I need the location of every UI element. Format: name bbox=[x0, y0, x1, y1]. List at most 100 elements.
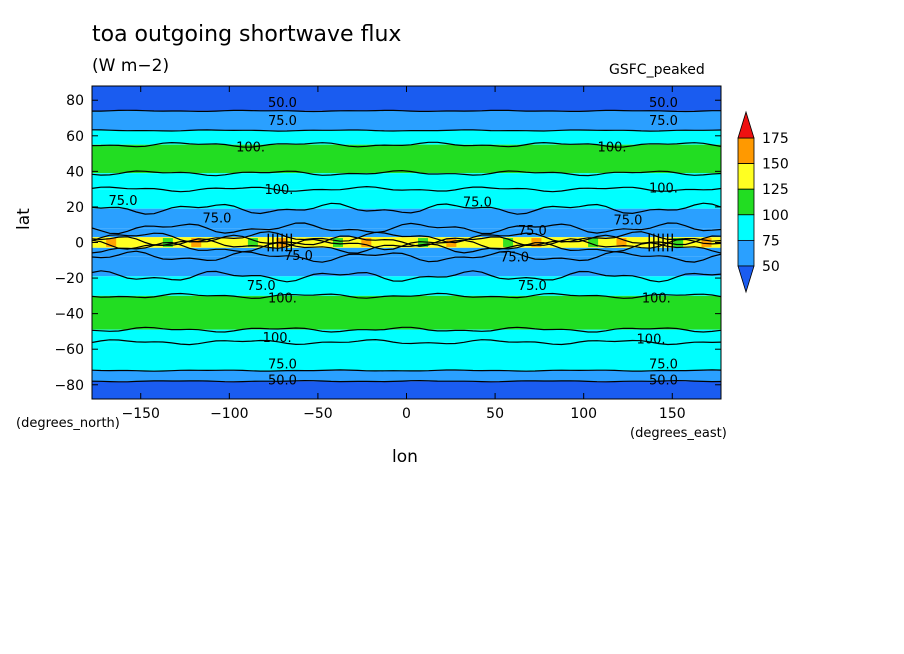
data-band bbox=[92, 173, 721, 190]
equatorial-streak bbox=[616, 238, 627, 247]
chart-title: toa outgoing shortwave flux bbox=[92, 22, 402, 47]
contour-label: 50.0 bbox=[649, 373, 678, 388]
y-tick-label: −80 bbox=[54, 378, 84, 394]
colorbar-label: 50 bbox=[762, 259, 780, 275]
x-tick-label: 0 bbox=[402, 406, 411, 422]
colorbar-segment bbox=[737, 163, 755, 190]
contour-line bbox=[91, 369, 722, 372]
data-band bbox=[92, 276, 721, 296]
colorbar-label: 75 bbox=[762, 233, 780, 249]
contour-label: 75.0 bbox=[268, 357, 297, 372]
colorbar-bottom-arrow bbox=[737, 265, 755, 294]
contour-line bbox=[91, 169, 722, 177]
contour-label: 75.0 bbox=[518, 279, 547, 294]
contour-label: 75.0 bbox=[463, 196, 492, 211]
equatorial-streak bbox=[247, 238, 258, 247]
contour-line bbox=[91, 234, 722, 247]
contour-label: 75.0 bbox=[109, 194, 138, 209]
colorbar-label: 175 bbox=[762, 131, 789, 147]
colorbar-segment bbox=[737, 214, 755, 241]
contour-line bbox=[91, 326, 722, 333]
data-band bbox=[92, 370, 721, 382]
y-tick-label: 40 bbox=[66, 164, 84, 180]
x-tick-label: −150 bbox=[121, 406, 159, 422]
contour-label: 100. bbox=[637, 333, 666, 348]
data-band bbox=[92, 256, 721, 277]
contour-line bbox=[91, 238, 722, 251]
x-tick-label: 50 bbox=[486, 406, 504, 422]
contour-label: 75.0 bbox=[614, 213, 643, 228]
chart-subtitle: (W m−2) bbox=[92, 56, 170, 76]
contour-label: 50.0 bbox=[268, 96, 297, 111]
equatorial-streak bbox=[389, 238, 400, 247]
contour-label: 75.0 bbox=[649, 114, 678, 129]
equatorial-streak bbox=[134, 238, 145, 247]
data-band bbox=[92, 247, 721, 257]
y-tick-label: −20 bbox=[54, 271, 84, 287]
colorbar-segment bbox=[737, 239, 755, 267]
contour-label: 75.0 bbox=[247, 279, 276, 294]
contour-label: 100. bbox=[236, 140, 265, 155]
y-tick-label: 60 bbox=[66, 129, 84, 145]
colorbar-label: 100 bbox=[762, 208, 789, 224]
contour-label: 100. bbox=[264, 183, 293, 198]
data-band bbox=[92, 295, 721, 330]
contour-label: 75.0 bbox=[268, 114, 297, 129]
colorbar-label: 125 bbox=[762, 182, 789, 198]
data-band bbox=[92, 110, 721, 131]
contour-label: 100. bbox=[649, 181, 678, 196]
equatorial-streak bbox=[219, 238, 230, 247]
contour-line bbox=[91, 338, 722, 346]
contour-line bbox=[91, 141, 722, 148]
contour-label: 75.0 bbox=[649, 357, 678, 372]
contour-label: 75.0 bbox=[284, 249, 313, 264]
data-band bbox=[92, 329, 721, 343]
contour-label: 100. bbox=[642, 292, 671, 307]
colorbar-segment bbox=[737, 137, 755, 165]
contour-line bbox=[91, 292, 722, 299]
y-tick-label: −60 bbox=[54, 342, 84, 358]
x-tick-label: −50 bbox=[303, 406, 333, 422]
equatorial-streak bbox=[474, 238, 485, 247]
data-band bbox=[92, 342, 721, 371]
contour-line bbox=[91, 379, 722, 383]
y-tick-label: 80 bbox=[66, 93, 84, 109]
equatorial-streak bbox=[304, 238, 315, 247]
equatorial-streak bbox=[503, 238, 514, 247]
contour-line bbox=[91, 250, 722, 263]
equatorial-streak bbox=[106, 238, 117, 247]
dataset-label: GSFC_peaked bbox=[609, 62, 705, 78]
contour-label: 100. bbox=[598, 140, 627, 155]
contour-line bbox=[91, 270, 722, 283]
contour-label: 100. bbox=[268, 292, 297, 307]
contour-label: 75.0 bbox=[518, 224, 547, 239]
x-tick-label: 150 bbox=[659, 406, 686, 422]
y-axis-units: (degrees_north) bbox=[16, 416, 120, 431]
contour-label: 100. bbox=[263, 331, 292, 346]
data-band bbox=[92, 228, 721, 238]
y-tick-label: −40 bbox=[54, 307, 84, 323]
equatorial-streak bbox=[418, 238, 429, 247]
equatorial-streak bbox=[332, 238, 343, 247]
contour-label: 50.0 bbox=[268, 373, 297, 388]
equatorial-streak bbox=[559, 238, 570, 247]
contour-line bbox=[92, 109, 721, 113]
contour-label: 75.0 bbox=[202, 212, 231, 227]
data-band bbox=[92, 237, 721, 248]
equatorial-streak bbox=[673, 238, 684, 247]
x-axis-label: lon bbox=[392, 447, 418, 467]
equatorial-streak bbox=[361, 238, 372, 247]
x-tick-label: −100 bbox=[210, 406, 248, 422]
equatorial-streak bbox=[701, 238, 712, 247]
colorbar-segment bbox=[737, 188, 755, 216]
colorbar-top-arrow bbox=[737, 110, 755, 139]
contour-line bbox=[91, 185, 722, 193]
data-band bbox=[92, 130, 721, 145]
x-axis-units: (degrees_east) bbox=[630, 426, 727, 441]
contour-line bbox=[91, 222, 722, 235]
contour-label: 75.0 bbox=[500, 251, 529, 266]
colorbar-label: 150 bbox=[762, 157, 789, 173]
equatorial-streak bbox=[191, 238, 202, 247]
data-band bbox=[92, 208, 721, 229]
